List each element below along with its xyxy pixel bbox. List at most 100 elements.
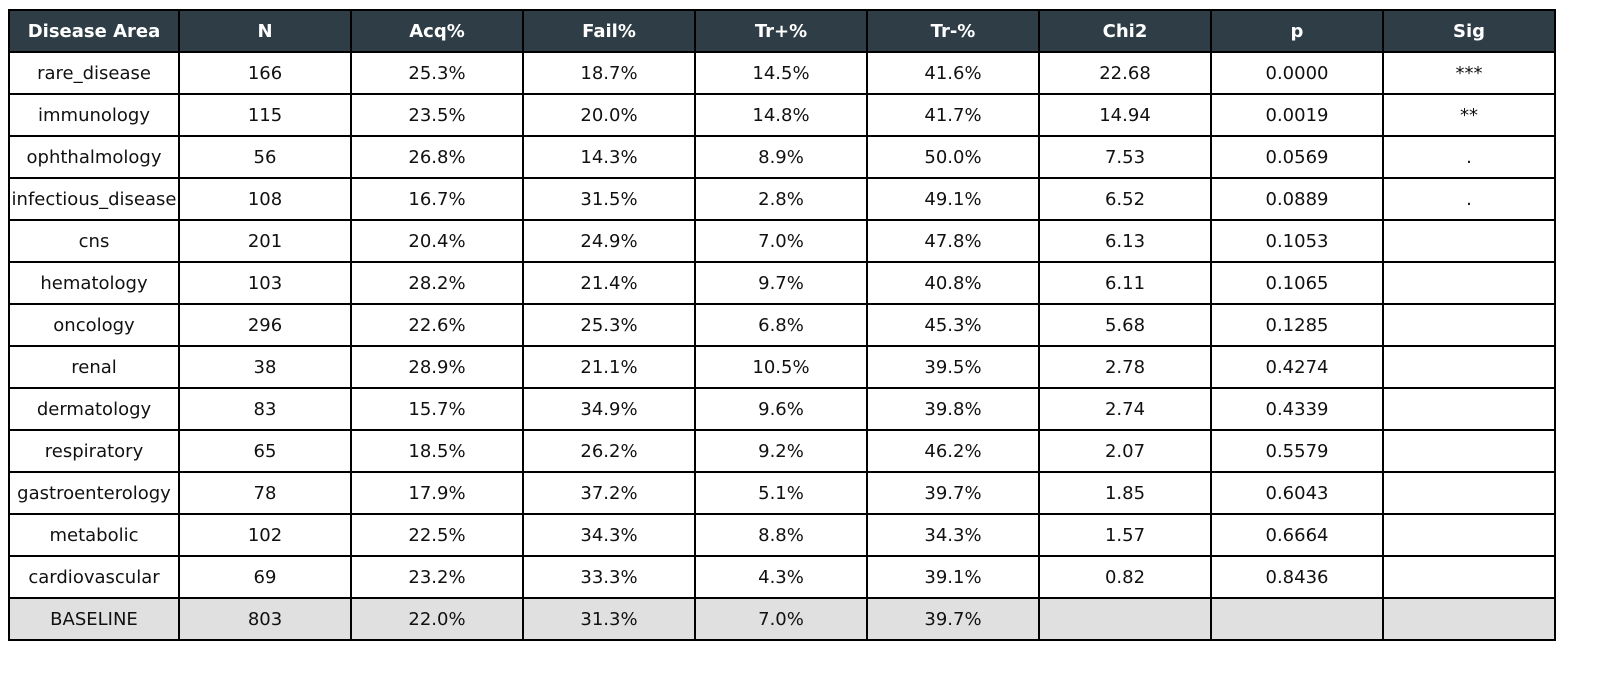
table-cell: immunology [8,93,180,137]
table-cell: 5.1% [694,471,868,515]
table-cell [1038,597,1212,641]
table-cell: 0.8436 [1210,555,1384,599]
table-cell: 2.74 [1038,387,1212,431]
table-cell: 18.5% [350,429,524,473]
table-cell: 2.07 [1038,429,1212,473]
table-cell: 78 [178,471,352,515]
table-cell: 41.7% [866,93,1040,137]
table-cell: 0.1065 [1210,261,1384,305]
table-cell [1382,597,1556,641]
table-cell: 50.0% [866,135,1040,179]
table-row-metabolic: metabolic 102 22.5% 34.3% 8.8% 34.3% 1.57 0.666… [8,513,1556,557]
table-cell [1382,303,1556,347]
table-row-gastroenterology: gastroenterology 78 17.9% 37.2% 5.1% 39.7% 1.8… [8,471,1556,515]
table-cell [1382,219,1556,263]
table-cell: 0.5579 [1210,429,1384,473]
table-row-dermatology: dermatology 83 15.7% 34.9% 9.6% 39.8% 2.74 0.43… [8,387,1556,431]
table-cell: 20.0% [522,93,696,137]
table-cell: 18.7% [522,51,696,95]
table-cell: 10.5% [694,345,868,389]
table-cell: 9.2% [694,429,868,473]
table-cell: 39.5% [866,345,1040,389]
table-cell: 8.8% [694,513,868,557]
table-cell: 25.3% [350,51,524,95]
table-cell: metabolic [8,513,180,557]
table-cell: 0.0889 [1210,177,1384,221]
table-cell: 28.9% [350,345,524,389]
table-cell: 20.4% [350,219,524,263]
table-cell: 22.0% [350,597,524,641]
table-cell: hematology [8,261,180,305]
table-cell: 31.5% [522,177,696,221]
table-row-rare-disease: rare_disease 166 25.3% 18.7% 14.5% 41.6% 22.68… [8,51,1556,95]
table-cell: 296 [178,303,352,347]
table-cell: . [1382,177,1556,221]
table-cell: 34.3% [866,513,1040,557]
table-cell: 2.8% [694,177,868,221]
table-cell: 39.1% [866,555,1040,599]
disease-area-table-container: Disease Area N Acq% Fail% Tr+% Tr-% Chi2 p Sig r… [8,9,1556,641]
table-cell: 102 [178,513,352,557]
table-cell: 26.2% [522,429,696,473]
table-cell: 45.3% [866,303,1040,347]
table-cell: 5.68 [1038,303,1212,347]
table-cell: 39.7% [866,597,1040,641]
table-cell: 34.9% [522,387,696,431]
table-cell: 24.9% [522,219,696,263]
table-cell: 0.4274 [1210,345,1384,389]
table-cell: 4.3% [694,555,868,599]
header-cell-disease-area: Disease Area [8,9,180,53]
table-cell: 9.6% [694,387,868,431]
header-cell-sig: Sig [1382,9,1556,53]
header-cell-chi2: Chi2 [1038,9,1212,53]
table-cell: rare_disease [8,51,180,95]
table-cell: 6.8% [694,303,868,347]
table-cell: cardiovascular [8,555,180,599]
table-cell: cns [8,219,180,263]
table-cell: 0.6043 [1210,471,1384,515]
table-row-cns: cns 201 20.4% 24.9% 7.0% 47.8% 6.13 0.1053 [8,219,1556,263]
table-cell: 33.3% [522,555,696,599]
header-cell-acq-: Acq% [350,9,524,53]
table-cell: respiratory [8,429,180,473]
table-cell: BASELINE [8,597,180,641]
header-cell-tr-: Tr+% [694,9,868,53]
table-cell: 83 [178,387,352,431]
table-cell [1382,513,1556,557]
table-cell: 47.8% [866,219,1040,263]
table-cell: 0.6664 [1210,513,1384,557]
table-cell: 1.85 [1038,471,1212,515]
table-row-oncology: oncology 296 22.6% 25.3% 6.8% 45.3% 5.68 0.1285 [8,303,1556,347]
table-cell: 14.5% [694,51,868,95]
table-cell: 7.53 [1038,135,1212,179]
table-cell: 6.13 [1038,219,1212,263]
table-cell: 0.1053 [1210,219,1384,263]
table-cell: 56 [178,135,352,179]
table-cell: 0.0000 [1210,51,1384,95]
table-cell: 0.0569 [1210,135,1384,179]
header-row: Disease Area N Acq% Fail% Tr+% Tr-% Chi2 p Sig [8,9,1556,53]
table-cell [1382,387,1556,431]
table-cell: 28.2% [350,261,524,305]
table-cell: 49.1% [866,177,1040,221]
table-cell: 16.7% [350,177,524,221]
table-cell: 37.2% [522,471,696,515]
table-cell: 7.0% [694,219,868,263]
table-cell: 0.82 [1038,555,1212,599]
table-cell: 23.2% [350,555,524,599]
table-cell: *** [1382,51,1556,95]
table-cell: 40.8% [866,261,1040,305]
header-cell-fail-: Fail% [522,9,696,53]
table-row-immunology: immunology 115 23.5% 20.0% 14.8% 41.7% 14.94 0.… [8,93,1556,137]
table-cell: 26.8% [350,135,524,179]
table-cell: renal [8,345,180,389]
table-cell: 38 [178,345,352,389]
table-cell: 34.3% [522,513,696,557]
table-cell: ophthalmology [8,135,180,179]
table-cell: 46.2% [866,429,1040,473]
table-cell: 103 [178,261,352,305]
table-cell: 0.4339 [1210,387,1384,431]
table-row-renal: renal 38 28.9% 21.1% 10.5% 39.5% 2.78 0.4274 [8,345,1556,389]
table-cell: 7.0% [694,597,868,641]
